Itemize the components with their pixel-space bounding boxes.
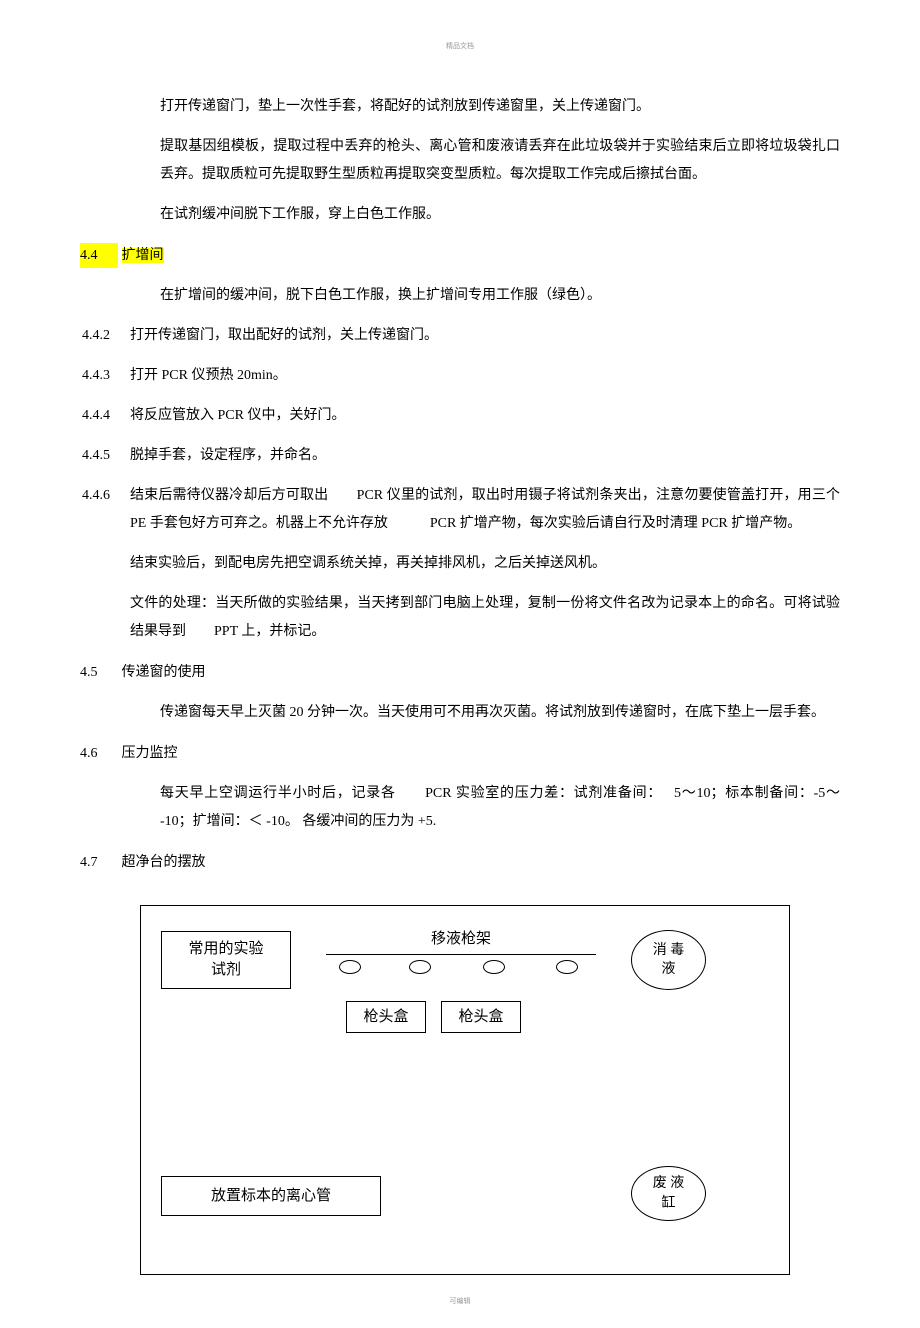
- paragraph: 在扩增间的缓冲间，脱下白色工作服，换上扩增间专用工作服（绿色）。: [160, 282, 840, 310]
- diagram-pipette-slot: [556, 960, 578, 974]
- section-number: 4.6: [80, 741, 118, 766]
- item-text: 脱掉手套，设定程序，并命名。: [130, 442, 840, 470]
- item-text: 结束后需待仪器冷却后方可取出 PCR 仪里的试剂，取出时用镊子将试剂条夹出，注意…: [130, 482, 840, 538]
- item-text: 打开传递窗门，取出配好的试剂，关上传递窗门。: [130, 322, 840, 350]
- item-4-4-6: 4.4.6 结束后需待仪器冷却后方可取出 PCR 仪里的试剂，取出时用镊子将试剂…: [80, 482, 840, 538]
- section-number: 4.4: [80, 243, 118, 268]
- paragraph: 结束实验后，到配电房先把空调系统关掉，再关掉排风机，之后关掉送风机。: [130, 550, 840, 578]
- section-title: 超净台的摆放: [122, 855, 206, 870]
- section-4-5: 4.5 传递窗的使用: [80, 660, 840, 685]
- paragraph: 文件的处理：当天所做的实验结果，当天拷到部门电脑上处理，复制一份将文件名改为记录…: [130, 590, 840, 646]
- paragraph: 在试剂缓冲间脱下工作服，穿上白色工作服。: [160, 201, 840, 229]
- diagram-pipette-slot: [409, 960, 431, 974]
- page-footer-watermark: 可编辑: [80, 1295, 840, 1308]
- item-number: 4.4.5: [80, 442, 130, 470]
- paragraph: 传递窗每天早上灭菌 20 分钟一次。当天使用可不用再次灭菌。将试剂放到传递窗时，…: [160, 699, 840, 727]
- section-4-4: 4.4 扩增间: [80, 243, 840, 268]
- diagram-ellipse-disinfectant: 消 毒 液: [631, 930, 706, 990]
- diagram-ellipse-waste: 废 液 缸: [631, 1166, 706, 1221]
- paragraph: 每天早上空调运行半小时后，记录各 PCR 实验室的压力差：试剂准备间： 5～10…: [160, 780, 840, 836]
- paragraph: 打开传递窗门，垫上一次性手套，将配好的试剂放到传递窗里，关上传递窗门。: [160, 93, 840, 121]
- diagram-label-pipette-rack: 移液枪架: [411, 928, 511, 950]
- item-number: 4.4.2: [80, 322, 130, 350]
- section-number: 4.5: [80, 660, 118, 685]
- item-4-4-5: 4.4.5 脱掉手套，设定程序，并命名。: [80, 442, 840, 470]
- diagram-box-reagent: 常用的实验 试剂: [161, 931, 291, 989]
- bench-layout-diagram: 常用的实验 试剂 移液枪架 枪头盒 枪头盒 消 毒 液 放置标本的离心管 废 液…: [140, 905, 790, 1275]
- page-header-watermark: 精品文档: [80, 40, 840, 53]
- section-number: 4.7: [80, 850, 118, 875]
- section-4-7: 4.7 超净台的摆放: [80, 850, 840, 875]
- diagram-box-centrifuge-tubes: 放置标本的离心管: [161, 1176, 381, 1216]
- section-title: 扩增间: [122, 248, 164, 263]
- item-4-4-2: 4.4.2 打开传递窗门，取出配好的试剂，关上传递窗门。: [80, 322, 840, 350]
- section-4-6: 4.6 压力监控: [80, 741, 840, 766]
- item-number: 4.4.4: [80, 402, 130, 430]
- diagram-pipette-slot: [483, 960, 505, 974]
- item-text: 将反应管放入 PCR 仪中，关好门。: [130, 402, 840, 430]
- item-number: 4.4.6: [80, 482, 130, 538]
- diagram-box-tipbox: 枪头盒: [441, 1001, 521, 1033]
- item-4-4-4: 4.4.4 将反应管放入 PCR 仪中，关好门。: [80, 402, 840, 430]
- paragraph: 提取基因组模板，提取过程中丢弃的枪头、离心管和废液请丢弃在此垃圾袋并于实验结束后…: [160, 133, 840, 189]
- diagram-pipette-slot: [339, 960, 361, 974]
- diagram-box-tipbox: 枪头盒: [346, 1001, 426, 1033]
- diagram-rack-line: [326, 954, 596, 955]
- item-text: 打开 PCR 仪预热 20min。: [130, 362, 840, 390]
- section-title: 压力监控: [122, 746, 178, 761]
- section-title: 传递窗的使用: [122, 665, 206, 680]
- item-4-4-3: 4.4.3 打开 PCR 仪预热 20min。: [80, 362, 840, 390]
- item-number: 4.4.3: [80, 362, 130, 390]
